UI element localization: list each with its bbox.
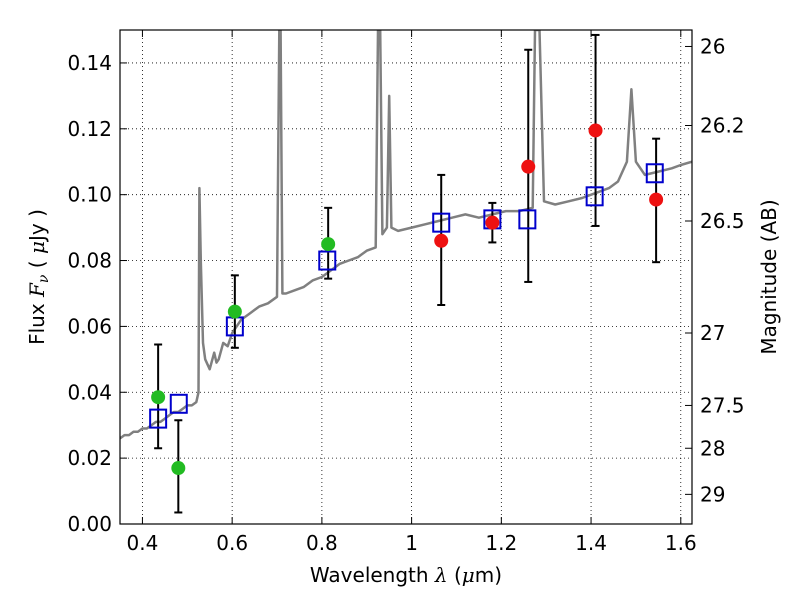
x-tick-label: 1.2 — [485, 531, 517, 555]
x-axis-label: Wavelength λ (μm) — [310, 563, 502, 587]
y-tick-label: 0.14 — [67, 51, 112, 75]
green-data-point — [227, 304, 242, 319]
y-tick-label: 0.12 — [67, 117, 112, 141]
grid — [120, 30, 692, 525]
sed-spectrum-line — [120, 30, 692, 440]
y-tick-label: 0.04 — [67, 380, 112, 404]
red-data-point — [649, 192, 664, 207]
y-tick-label: 0.02 — [67, 446, 112, 470]
red-data-point — [588, 123, 603, 138]
red-data-point — [521, 159, 536, 174]
x-tick-label: 0.4 — [127, 531, 159, 555]
green-data-point — [151, 390, 166, 405]
y2-tick-label: 27 — [700, 321, 725, 345]
y2-tick-label: 26.2 — [700, 114, 745, 138]
x-tick-label: 1.6 — [665, 531, 697, 555]
x-tick-label: 1.4 — [575, 531, 607, 555]
model-photometry-square — [518, 209, 537, 230]
green-data-point — [171, 461, 186, 476]
y2-axis-label: Magnitude (AB) — [757, 199, 781, 354]
y-axis-label: Flux Fν ( μJy ) — [25, 209, 52, 345]
red-data-point — [485, 215, 500, 230]
red-data-point — [434, 233, 449, 248]
plot-data — [120, 30, 692, 514]
y2-tick-label: 26.5 — [700, 209, 745, 233]
x-tick-label: 0.6 — [216, 531, 248, 555]
plot-frame — [119, 29, 693, 525]
y-tick-label: 0.08 — [67, 249, 112, 273]
y2-tick-label: 29 — [700, 482, 725, 506]
model-photometry-square — [432, 212, 451, 233]
y2-tick-label: 28 — [700, 436, 725, 460]
model-photometry-square — [169, 393, 188, 414]
model-photometry-square — [585, 186, 604, 207]
y2-tick-label: 26 — [700, 34, 725, 58]
model-photometry-square — [318, 250, 337, 271]
model-photometry-square — [645, 163, 664, 184]
green-data-point — [321, 237, 336, 252]
y2-tick-label: 27.5 — [700, 393, 745, 417]
y-tick-label: 0.10 — [67, 183, 112, 207]
x-tick-label: 1 — [405, 531, 418, 555]
model-photometry-square — [149, 408, 168, 429]
ticks: 0.4 0.6 0.8 1 1.2 1.4 1.6 0.00 0.02 0.04 0.06 0.08 0… — [67, 30, 745, 555]
y-tick-label: 0.00 — [67, 512, 112, 536]
x-tick-label: 0.8 — [306, 531, 338, 555]
y-tick-label: 0.06 — [67, 314, 112, 338]
